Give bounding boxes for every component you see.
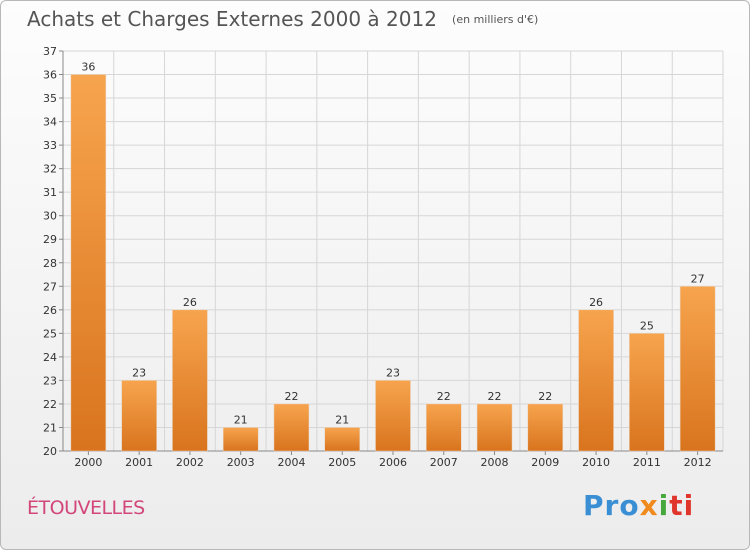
- bar-value-label: 22: [538, 390, 552, 403]
- x-tick-label: 2001: [125, 456, 153, 469]
- bar-value-label: 36: [81, 61, 95, 74]
- y-tick-label: 29: [43, 233, 57, 246]
- bar-value-label: 22: [437, 390, 451, 403]
- x-tick-label: 2008: [481, 456, 509, 469]
- logo-part-2: x: [639, 489, 659, 522]
- bar-value-label: 21: [335, 413, 349, 426]
- bar-2000: [70, 74, 107, 452]
- bar-value-label: 23: [132, 366, 146, 379]
- y-tick-label: 34: [43, 116, 57, 129]
- x-tick-label: 2004: [277, 456, 305, 469]
- bar-2006: [375, 380, 411, 452]
- x-tick-label: 2007: [430, 456, 458, 469]
- y-tick-label: 25: [43, 327, 57, 340]
- chart-title-block: Achats et Charges Externes 2000 à 2012 (…: [27, 7, 538, 31]
- x-tick-label: 2005: [328, 456, 356, 469]
- x-tick-label: 2010: [582, 456, 610, 469]
- bar-2008: [476, 403, 513, 452]
- bar-2011: [629, 333, 665, 452]
- x-tick-label: 2000: [74, 456, 102, 469]
- y-tick-label: 22: [43, 398, 57, 411]
- y-tick-label: 35: [43, 92, 57, 105]
- bar-2012: [679, 286, 716, 452]
- y-tick-label: 23: [43, 374, 57, 387]
- proxiti-logo[interactable]: Proxiti: [583, 489, 694, 522]
- logo-part-3: i: [658, 489, 670, 522]
- y-tick-label: 32: [43, 163, 57, 176]
- bar-value-label: 26: [589, 296, 603, 309]
- logo-part-1: Pro: [583, 489, 640, 522]
- bar-layer: [70, 74, 716, 452]
- y-tick-label: 30: [43, 210, 57, 223]
- y-tick-label: 20: [43, 445, 57, 458]
- y-tick-label: 27: [43, 280, 57, 293]
- bar-value-label: 22: [488, 390, 502, 403]
- bar-2010: [578, 309, 614, 452]
- logo-part-4: ti: [669, 489, 695, 522]
- bar-2009: [527, 403, 564, 452]
- x-tick-label: 2012: [684, 456, 712, 469]
- y-tick-label: 31: [43, 186, 57, 199]
- bar-2004: [273, 403, 310, 452]
- x-tick-label: 2002: [176, 456, 204, 469]
- chart-title: Achats et Charges Externes 2000 à 2012: [27, 7, 437, 31]
- commune-name: ÉTOUVELLES: [27, 497, 145, 519]
- bar-2002: [172, 309, 208, 452]
- x-tick-label: 2009: [531, 456, 559, 469]
- bar-value-label: 26: [183, 296, 197, 309]
- bar-value-label: 25: [640, 319, 654, 332]
- y-tick-label: 33: [43, 139, 57, 152]
- axis-layer: 20 21 22 23 24 25 26 27 28 29 30 31 32 33 34 35 36 37 2000…: [43, 45, 723, 469]
- bar-2005: [324, 427, 360, 452]
- bar-value-label: 27: [691, 272, 705, 285]
- y-tick-label: 36: [43, 69, 57, 82]
- bar-value-label: 21: [234, 413, 248, 426]
- chart-unit: (en milliers d'€): [452, 13, 539, 26]
- x-tick-label: 2006: [379, 456, 407, 469]
- x-tick-label: 2011: [633, 456, 661, 469]
- y-tick-label: 21: [43, 421, 57, 434]
- bar-2001: [121, 380, 157, 452]
- bar-2007: [426, 403, 462, 452]
- y-tick-label: 26: [43, 304, 57, 317]
- label-layer: 36 23 26 21 22 21 23 22 22 22 26 25 27: [81, 61, 704, 427]
- x-tick-label: 2003: [227, 456, 255, 469]
- y-tick-label: 28: [43, 257, 57, 270]
- bar-2003: [222, 427, 259, 452]
- y-tick-label: 24: [43, 351, 57, 364]
- y-tick-label: 37: [43, 45, 57, 58]
- bar-value-label: 23: [386, 366, 400, 379]
- bar-value-label: 22: [284, 390, 298, 403]
